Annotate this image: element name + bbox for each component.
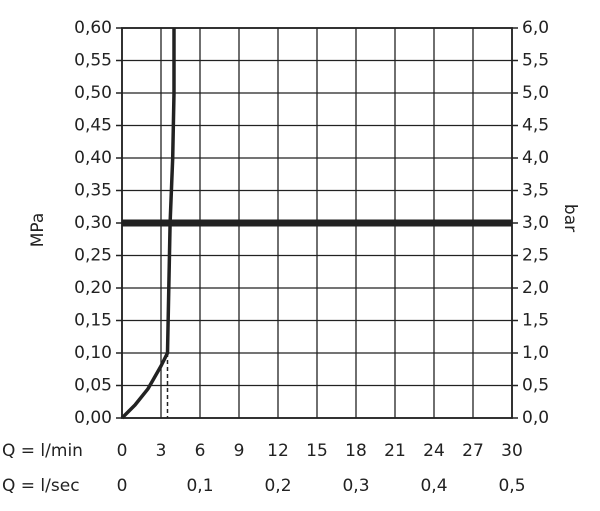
y-tick-label: 0,15	[74, 311, 112, 331]
y-tick-label: 0,10	[74, 343, 112, 363]
x-tick-label: 12	[267, 441, 289, 461]
y2-tick-label: 4,0	[522, 148, 549, 168]
y2-tick-label: 4,5	[522, 116, 549, 136]
x2-tick-label: 0,4	[420, 476, 447, 496]
x-tick-label: 27	[462, 441, 484, 461]
x-tick-label: 15	[306, 441, 328, 461]
y-tick-label: 0,25	[74, 246, 112, 266]
x-axis-label: Q = l/min	[2, 441, 83, 461]
y-tick-label: 0,20	[74, 278, 112, 298]
y-tick-label: 0,45	[74, 116, 112, 136]
y-tick-label: 0,05	[74, 376, 112, 396]
y2-tick-label: 0,5	[522, 376, 549, 396]
y-tick-label: 0,40	[74, 148, 112, 168]
y2-tick-label: 2,5	[522, 246, 549, 266]
y2-tick-label: 6,0	[522, 18, 549, 38]
y2-tick-label: 5,5	[522, 51, 549, 71]
x2-axis-label: Q = l/sec	[2, 476, 80, 496]
y2-tick-label: 1,0	[522, 343, 549, 363]
y-tick-label: 0,50	[74, 83, 112, 103]
y-tick-label: 0,55	[74, 51, 112, 71]
y-tick-label: 0,30	[74, 213, 112, 233]
y2-tick-label: 0,0	[522, 408, 549, 428]
y-tick-label: 0,35	[74, 181, 112, 201]
x-tick-label: 30	[501, 441, 523, 461]
x2-tick-label: 0	[117, 476, 128, 496]
x-tick-label: 24	[423, 441, 445, 461]
x2-tick-label: 0,2	[264, 476, 291, 496]
y2-tick-label: 3,0	[522, 213, 549, 233]
x-tick-label: 3	[156, 441, 167, 461]
y2-tick-label: 5,0	[522, 83, 549, 103]
y2-tick-label: 1,5	[522, 311, 549, 331]
x-tick-label: 21	[384, 441, 406, 461]
x-tick-label: 6	[195, 441, 206, 461]
x-tick-label: 9	[234, 441, 245, 461]
y-axis-label: MPa	[28, 213, 48, 248]
x2-tick-label: 0,3	[342, 476, 369, 496]
x-tick-label: 0	[117, 441, 128, 461]
y-tick-label: 0,60	[74, 18, 112, 38]
x2-tick-label: 0,5	[498, 476, 525, 496]
x-tick-label: 18	[345, 441, 367, 461]
y2-axis-label: bar	[560, 204, 580, 232]
y2-tick-label: 3,5	[522, 181, 549, 201]
x2-tick-label: 0,1	[186, 476, 213, 496]
y-tick-label: 0,00	[74, 408, 112, 428]
y2-tick-label: 2,0	[522, 278, 549, 298]
curve	[120, 28, 176, 420]
